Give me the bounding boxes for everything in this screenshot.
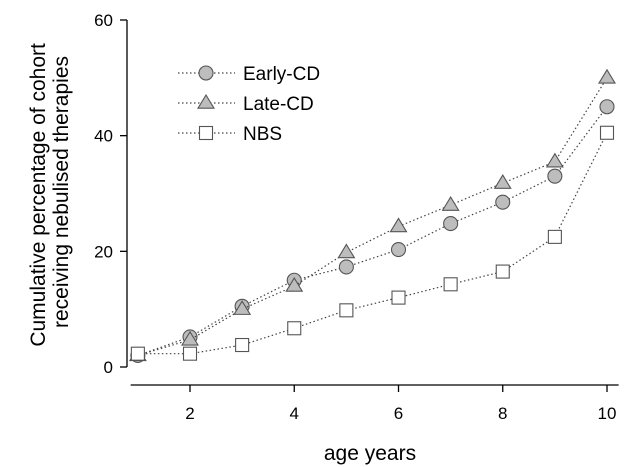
- y-tick-label: 40: [94, 127, 113, 146]
- data-point-late-cd: [598, 68, 616, 84]
- data-point-nbs: [547, 229, 562, 244]
- legend-label-nbs: NBS: [243, 124, 282, 145]
- legend-item-late-cd: Late-CD: [178, 93, 314, 115]
- data-point-early-cd: [599, 99, 615, 115]
- x-tick-label: 10: [598, 404, 617, 423]
- data-point-nbs: [287, 321, 302, 336]
- series-layer: [128, 68, 616, 363]
- data-point-early-cd: [338, 259, 354, 275]
- x-tick-label: 4: [290, 404, 299, 423]
- data-point-early-cd: [547, 168, 563, 184]
- data-point-early-cd: [390, 242, 407, 258]
- series-line-early-cd: [137, 106, 608, 356]
- data-point-nbs: [599, 125, 615, 140]
- x-axis-title: age years: [324, 442, 416, 465]
- y-tick-label: 20: [94, 242, 113, 261]
- legend-marker-nbs: [198, 125, 214, 141]
- series-line-late-cd: [137, 77, 608, 357]
- data-point-early-cd: [495, 194, 511, 210]
- legend-marker-late-cd: [197, 93, 215, 109]
- y-axis-title-line-1: Cumulative percentage of cohort: [27, 43, 50, 347]
- data-point-late-cd: [493, 174, 512, 189]
- x-tick-label: 2: [185, 404, 194, 423]
- legend-label-late-cd: Late-CD: [243, 94, 314, 115]
- data-point-late-cd: [337, 243, 356, 259]
- data-point-nbs: [391, 290, 406, 305]
- data-point-late-cd: [233, 300, 252, 315]
- data-point-early-cd: [443, 216, 459, 232]
- legend-label-early-cd: Early-CD: [243, 64, 320, 85]
- y-axis: 0 20 40 60: [94, 11, 128, 377]
- data-point-nbs: [235, 337, 250, 353]
- legend: Early-CD Late-CD NBS: [178, 64, 320, 145]
- data-point-nbs: [130, 346, 145, 361]
- data-point-late-cd: [545, 152, 564, 168]
- y-tick-label: 60: [94, 11, 113, 30]
- y-tick-label: 0: [104, 358, 113, 377]
- series-nbs: [130, 125, 615, 361]
- data-point-late-cd: [389, 217, 408, 233]
- y-axis-title: Cumulative percentage of cohort receivin…: [27, 37, 73, 346]
- legend-marker-early-cd: [198, 65, 214, 81]
- legend-item-nbs: NBS: [178, 124, 282, 145]
- x-axis: 2 4 6 8 10: [130, 384, 619, 423]
- series-late-cd: [128, 68, 616, 362]
- data-point-nbs: [495, 264, 510, 279]
- data-point-nbs: [182, 346, 198, 361]
- x-tick-label: 6: [394, 404, 403, 423]
- x-tick-label: 8: [498, 404, 507, 423]
- legend-item-early-cd: Early-CD: [178, 64, 320, 85]
- data-point-nbs: [443, 277, 458, 292]
- data-point-late-cd: [441, 196, 460, 211]
- series-line-nbs: [137, 132, 608, 355]
- data-point-late-cd: [181, 330, 199, 346]
- data-point-nbs: [339, 303, 354, 318]
- data-point-late-cd: [285, 276, 304, 292]
- y-axis-title-line-2: receiving nebulised therapies: [50, 56, 73, 328]
